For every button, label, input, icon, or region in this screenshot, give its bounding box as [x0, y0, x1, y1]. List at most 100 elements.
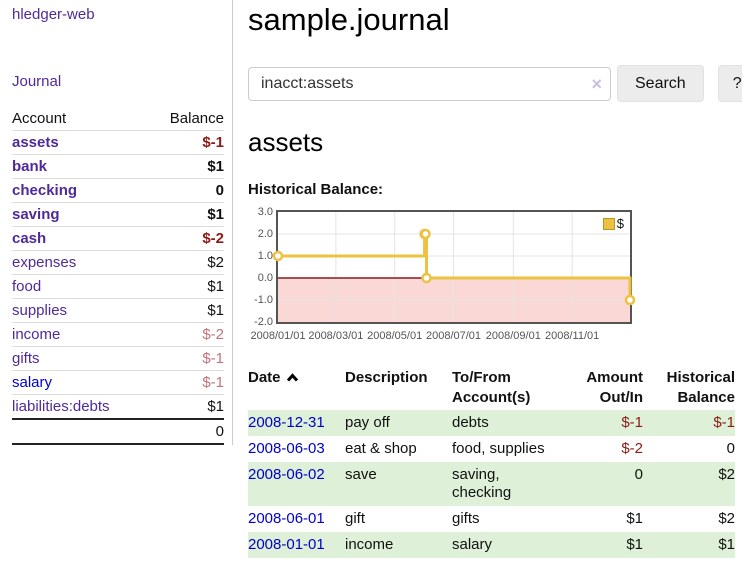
transaction-balance: 0: [726, 440, 735, 457]
transaction-date-link[interactable]: 2008-12-31: [248, 414, 325, 431]
register-header-balance: Historical Balance: [666, 369, 735, 406]
accounts-table: Account Balance assets $-1 bank $1 checking 0…: [12, 107, 224, 445]
app-brand[interactable]: hledger-web: [12, 6, 95, 23]
accounts-header-balance: Balance: [148, 107, 224, 131]
account-link-food[interactable]: food: [12, 278, 42, 295]
account-row: assets $-1: [12, 130, 224, 155]
account-link-cash[interactable]: cash: [12, 230, 47, 247]
page-title: sample.journal: [248, 2, 450, 37]
account-row: checking 0: [12, 178, 224, 203]
account-link-supplies[interactable]: supplies: [12, 302, 68, 319]
transaction-amount: 0: [565, 462, 643, 506]
accounts-total-balance: 0: [148, 418, 224, 445]
account-row: gifts $-1: [12, 346, 224, 371]
account-link-gifts[interactable]: gifts: [12, 350, 40, 367]
account-link-expenses[interactable]: expenses: [12, 254, 77, 271]
account-balance: $-2: [148, 322, 224, 347]
sidebar: hledger-web Journal Account Balance asse…: [0, 0, 233, 445]
transaction-date-link[interactable]: 2008-06-02: [248, 466, 325, 483]
account-balance: $-2: [148, 226, 224, 251]
x-axis-tick-label: 2008/03/01: [308, 330, 364, 342]
account-balance: $1: [148, 274, 224, 299]
transaction-balance: $2: [643, 462, 735, 506]
account-row: income $-2: [12, 322, 224, 347]
search-input-wrap: ×: [248, 66, 611, 101]
account-link-bank[interactable]: bank: [12, 158, 48, 175]
account-cell: expenses: [12, 250, 149, 275]
historical-balance-chart: $ 3.0 2.0 1.0 0.0 -1.0 -2.0 2008/01/01 2008/03/…: [248, 206, 728, 342]
transaction-amount: $1: [626, 510, 643, 527]
account-balance: $1: [148, 202, 224, 227]
account-row: saving $1: [12, 202, 224, 227]
account-link-checking[interactable]: checking: [12, 182, 78, 199]
transaction-date-link[interactable]: 2008-01-01: [248, 536, 325, 553]
transaction-balance: $2: [718, 510, 735, 527]
register-header-accounts: To/From Account(s): [452, 369, 531, 406]
transaction-date-link[interactable]: 2008-06-01: [248, 510, 325, 527]
register-row: 2008-01-01 income salary $1 $1: [248, 532, 735, 558]
x-axis-tick-label: 2008/05/01: [367, 330, 423, 342]
register-row: 2008-06-02 save saving, checking 0 $2: [248, 462, 735, 506]
accounts-total-row: 0: [12, 418, 224, 445]
account-cell: bank: [12, 154, 149, 179]
transaction-accounts: food, supplies: [452, 440, 545, 457]
account-cell: income: [12, 322, 149, 347]
legend-label: $: [616, 216, 624, 231]
account-row: supplies $1: [12, 298, 224, 323]
register-header-amount: Amount Out/In: [586, 369, 643, 406]
account-cell: checking: [12, 178, 149, 203]
chart-legend: $: [600, 215, 626, 232]
account-cell: saving: [12, 202, 149, 227]
sort-ascending-icon: [286, 373, 298, 382]
search-button[interactable]: Search: [617, 65, 704, 102]
chart-line-series: [272, 212, 636, 322]
account-balance: 0: [148, 178, 224, 203]
x-axis-tick-label: 2008/09/01: [485, 330, 541, 342]
account-link-liabilities-debts[interactable]: liabilities:debts: [12, 398, 110, 415]
account-link-income[interactable]: income: [12, 326, 61, 343]
register-row: 2008-06-03 eat & shop food, supplies $-2 0: [248, 436, 735, 462]
accounts-total-spacer: [12, 418, 149, 445]
accounts-header-account: Account: [12, 107, 149, 131]
accounts-header-row: Account Balance: [12, 107, 224, 131]
search-form: × Search ?: [248, 65, 742, 102]
account-cell: cash: [12, 226, 149, 251]
register-header-description: Description: [345, 369, 428, 386]
account-heading: assets: [248, 127, 324, 157]
search-input[interactable]: [248, 66, 611, 101]
transaction-date-link[interactable]: 2008-06-03: [248, 440, 325, 457]
x-axis-tick-label: 2008/01/01: [250, 330, 306, 342]
transaction-balance: $-1: [643, 410, 735, 436]
account-balance: $1: [148, 154, 224, 179]
account-row: cash $-2: [12, 226, 224, 251]
transaction-balance: $1: [643, 532, 735, 558]
register-header-date[interactable]: Date: [248, 366, 345, 410]
account-link-assets[interactable]: assets: [12, 134, 59, 151]
account-cell: salary: [12, 370, 149, 395]
account-balance: $1: [148, 298, 224, 323]
sidebar-item-journal[interactable]: Journal: [12, 73, 62, 90]
y-axis-tick-label: 0.0: [257, 272, 273, 284]
register-table: Date Description To/From Account(s) Amoun…: [248, 366, 735, 558]
account-link-saving[interactable]: saving: [12, 206, 60, 223]
account-row: food $1: [12, 274, 224, 299]
account-row: bank $1: [12, 154, 224, 179]
account-cell: supplies: [12, 298, 149, 323]
register-row: 2008-12-31 pay off debts $-1 $-1: [248, 410, 735, 436]
account-link-salary[interactable]: salary: [12, 374, 53, 391]
help-button[interactable]: ?: [717, 65, 742, 102]
transaction-description: income: [345, 532, 452, 558]
account-balance: $-1: [148, 346, 224, 371]
account-balance: $2: [148, 250, 224, 275]
clear-search-icon[interactable]: ×: [591, 73, 602, 94]
transaction-accounts: salary: [452, 532, 565, 558]
main-content: sample.journal × Search ? assets Histori…: [233, 0, 742, 558]
account-balance: $-1: [148, 370, 224, 395]
account-row: liabilities:debts $1: [12, 394, 224, 420]
y-axis-tick-label: 1.0: [257, 250, 273, 262]
transaction-description: pay off: [345, 410, 452, 436]
y-axis-tick-label: 2.0: [257, 228, 273, 240]
transaction-accounts: debts: [452, 410, 565, 436]
y-axis-tick-label: -2.0: [254, 316, 273, 328]
account-row: expenses $2: [12, 250, 224, 275]
